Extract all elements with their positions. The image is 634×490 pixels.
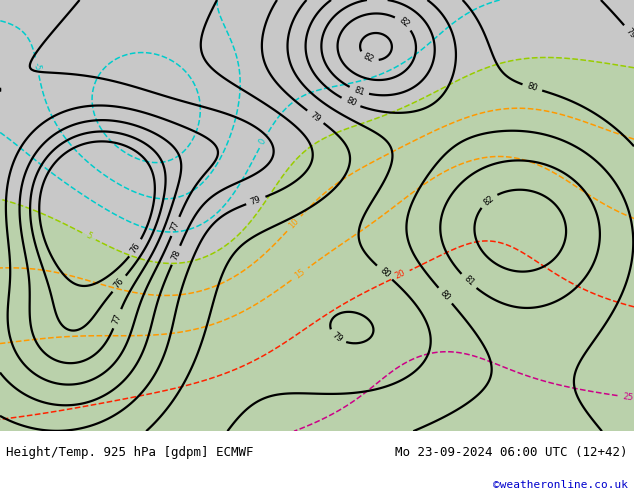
Text: 0: 0 — [258, 137, 268, 146]
Text: 81: 81 — [353, 85, 366, 97]
Text: 79: 79 — [309, 110, 322, 123]
Text: 78: 78 — [170, 248, 182, 262]
Text: 82: 82 — [482, 194, 496, 207]
Text: 80: 80 — [378, 266, 391, 279]
Text: 82: 82 — [362, 52, 375, 65]
Text: 82: 82 — [397, 16, 411, 30]
Text: 79: 79 — [249, 195, 262, 207]
Text: Mo 23-09-2024 06:00 UTC (12+42): Mo 23-09-2024 06:00 UTC (12+42) — [395, 446, 628, 459]
Text: 5: 5 — [84, 231, 93, 242]
Text: 79: 79 — [624, 26, 634, 40]
Text: Height/Temp. 925 hPa [gdpm] ECMWF: Height/Temp. 925 hPa [gdpm] ECMWF — [6, 446, 254, 459]
Text: 77: 77 — [169, 220, 181, 233]
Text: 80: 80 — [438, 289, 452, 303]
Text: -5: -5 — [32, 61, 42, 71]
Text: 76: 76 — [112, 277, 126, 291]
Text: 20: 20 — [394, 269, 407, 281]
Text: 77: 77 — [111, 312, 124, 325]
Text: 81: 81 — [462, 274, 476, 288]
Text: 79: 79 — [330, 331, 344, 344]
Text: 76: 76 — [129, 241, 142, 255]
Text: 10: 10 — [287, 217, 301, 231]
Text: ©weatheronline.co.uk: ©weatheronline.co.uk — [493, 480, 628, 490]
Text: 80: 80 — [344, 96, 358, 109]
Text: 15: 15 — [293, 267, 307, 281]
Text: 25: 25 — [622, 392, 633, 402]
Text: 80: 80 — [526, 82, 539, 94]
